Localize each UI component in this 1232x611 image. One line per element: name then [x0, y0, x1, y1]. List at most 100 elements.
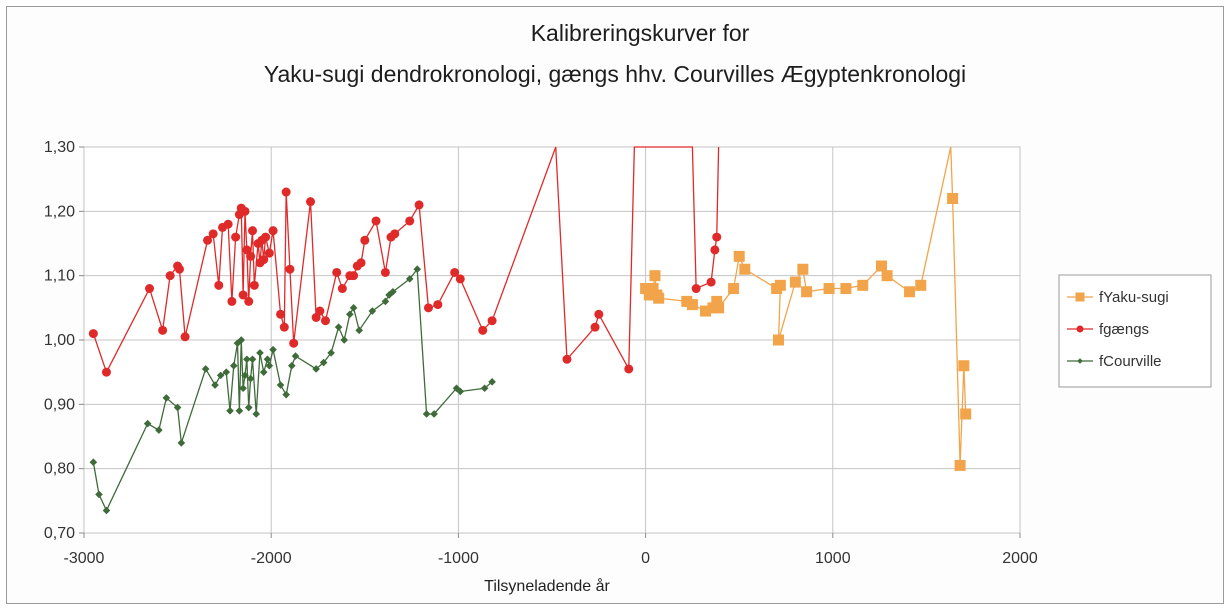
data-point-yaku-sugi: [686, 299, 698, 311]
data-point-courville: [233, 339, 242, 348]
data-point-courville: [355, 326, 363, 335]
data-point-courville: [248, 355, 257, 364]
data-point-yaku-sugi: [713, 302, 725, 314]
y-tick-label: 0,80: [44, 461, 75, 478]
data-point-courville: [340, 336, 349, 344]
data-point-courville: [368, 307, 377, 315]
data-point-courville: [243, 355, 251, 364]
grid-layer: [83, 146, 1021, 534]
data-point-courville: [259, 368, 268, 376]
data-point-gaengs: [145, 284, 155, 294]
chart-frame: Kalibreringskurver for Yaku-sugi dendrok…: [6, 6, 1224, 604]
data-point-gaengs: [594, 309, 604, 319]
data-point-yaku-sugi: [707, 302, 719, 314]
data-point-courville: [173, 403, 182, 412]
data-point-gaengs: [238, 290, 248, 300]
x-tick-label: 2000: [1002, 550, 1038, 567]
data-point-yaku-sugi: [875, 260, 887, 272]
data-point-yaku-sugi: [881, 270, 893, 282]
x-axis-title: Tilsyneladende år: [484, 577, 610, 595]
legend-label: fCourville: [1099, 353, 1162, 370]
data-point-yaku-sugi: [773, 334, 785, 346]
data-point-gaengs: [306, 197, 316, 207]
data-point-yaku-sugi: [823, 283, 835, 295]
data-point-yaku-sugi: [728, 283, 740, 295]
data-point-gaengs: [478, 325, 488, 335]
data-point-courville: [252, 410, 261, 418]
data-point-gaengs: [180, 332, 190, 342]
data-point-gaengs: [264, 248, 274, 258]
data-point-gaengs: [315, 306, 325, 316]
data-point-yaku-sugi: [653, 292, 665, 304]
data-point-courville: [265, 361, 274, 370]
data-point-courville: [282, 390, 290, 399]
data-point-yaku-sugi: [857, 279, 869, 291]
legend-marker: [1075, 292, 1085, 302]
chart-title-line-1: Kalibreringskurver for: [531, 20, 750, 46]
data-point-courville: [201, 365, 210, 373]
y-tick-label: 0,90: [44, 396, 75, 413]
data-point-courville: [488, 378, 496, 386]
data-point-yaku-sugi: [947, 192, 959, 204]
data-point-courville: [229, 361, 238, 370]
series-gaengs: [88, 146, 722, 377]
data-point-gaengs: [405, 216, 415, 226]
data-point-courville: [226, 406, 234, 415]
data-point-gaengs: [214, 280, 224, 290]
legend-item-courville: fCourville: [1067, 353, 1162, 370]
data-point-courville: [239, 384, 247, 393]
data-point-gaengs: [246, 251, 256, 261]
data-point-gaengs: [88, 329, 98, 339]
x-tick-label: 0: [641, 550, 650, 567]
data-point-gaengs: [203, 235, 213, 245]
y-axis: 0,70 0,80 0,90 1,00 1,10 1,20 1,30: [44, 139, 84, 542]
data-point-gaengs: [423, 303, 433, 313]
data-point-gaengs: [371, 216, 381, 226]
y-tick-label: 1,00: [44, 332, 75, 349]
data-point-gaengs: [279, 322, 289, 332]
chart-title-line-2: Yaku-sugi dendrokronologi, gængs hhv. Co…: [264, 61, 966, 87]
data-point-gaengs: [174, 264, 184, 274]
data-point-courville: [143, 419, 152, 428]
data-point-courville: [346, 310, 354, 319]
data-point-yaku-sugi: [960, 408, 972, 420]
data-point-courville: [456, 387, 465, 396]
data-point-courville: [334, 323, 343, 331]
data-point-yaku-sugi: [643, 289, 655, 301]
data-point-gaengs: [223, 219, 233, 229]
data-point-courville: [319, 358, 328, 367]
data-point-courville: [237, 336, 246, 344]
data-point-yaku-sugi: [954, 459, 966, 471]
data-point-courville: [312, 365, 320, 373]
data-point-courville: [102, 506, 111, 515]
data-point-gaengs: [624, 364, 634, 374]
data-point-gaengs: [320, 316, 330, 326]
data-point-courville: [177, 439, 186, 447]
data-point-gaengs: [706, 277, 716, 287]
data-point-gaengs: [259, 255, 269, 265]
data-point-courville: [385, 291, 393, 299]
legend-marker: [1076, 325, 1084, 333]
data-point-gaengs: [562, 354, 572, 364]
data-point-courville: [216, 371, 225, 380]
data-point-yaku-sugi: [681, 295, 693, 307]
data-point-yaku-sugi: [739, 263, 751, 275]
data-point-courville: [241, 371, 249, 380]
x-tick-label: -1000: [438, 550, 479, 567]
data-point-yaku-sugi: [801, 286, 813, 298]
data-point-gaengs: [101, 367, 111, 377]
legend-marker: [1077, 358, 1083, 364]
data-point-yaku-sugi: [711, 295, 723, 307]
data-point-gaengs: [276, 309, 286, 319]
data-point-courville: [246, 374, 255, 383]
data-point-gaengs: [289, 338, 299, 348]
legend-item-gaengs: fgængs: [1067, 321, 1149, 338]
data-point-gaengs: [208, 229, 218, 239]
data-point-courville: [276, 381, 285, 389]
data-point-gaengs: [390, 229, 400, 239]
data-point-courville: [211, 381, 219, 389]
data-point-courville: [244, 403, 253, 412]
data-point-gaengs: [712, 232, 722, 242]
data-point-gaengs: [710, 245, 720, 255]
data-point-gaengs: [285, 264, 295, 274]
